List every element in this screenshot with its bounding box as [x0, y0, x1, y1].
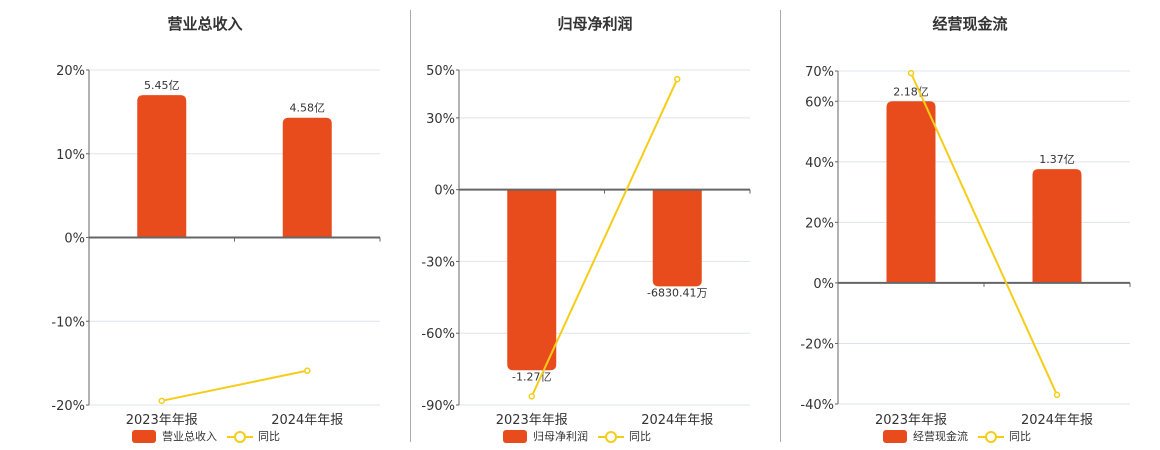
yoy-point[interactable] — [304, 367, 311, 374]
y-tick-label: 40% — [805, 156, 834, 171]
chart-legend: 营业总收入 同比 — [132, 428, 280, 444]
bar-data-label: -6830.41万 — [647, 286, 707, 299]
legend-bar-swatch[interactable] — [883, 429, 907, 443]
y-tick-label: 20% — [56, 64, 85, 79]
bar[interactable] — [886, 101, 936, 283]
legend-line-swatch-icon[interactable] — [227, 430, 253, 443]
chart-panel-revenue: 营业总收入 20% 10% 0% -10% -20% 5.45亿 4.58亿 2023年年报 2… — [0, 0, 410, 450]
x-tick-label: 2023年年报 — [126, 413, 198, 428]
panel-divider — [780, 10, 781, 442]
bar[interactable] — [652, 189, 702, 287]
legend-bar-swatch[interactable] — [132, 429, 156, 443]
y-tick-label: 0% — [434, 184, 455, 199]
bar[interactable] — [282, 117, 332, 238]
y-tick-label: -20% — [800, 337, 834, 352]
bar[interactable] — [507, 189, 557, 371]
chart-legend: 归母净利润 同比 — [503, 428, 651, 444]
y-tick-label: -40% — [800, 398, 834, 413]
y-tick-label: -60% — [421, 327, 455, 342]
chart-title: 归母净利润 — [557, 15, 633, 33]
x-tick-label: 2024年年报 — [1021, 413, 1093, 428]
y-tick-label: 0% — [64, 232, 85, 247]
yoy-point[interactable] — [674, 75, 681, 83]
x-tick-label: 2023年年报 — [875, 413, 947, 428]
chart-title: 营业总收入 — [167, 15, 243, 33]
y-tick-label: 10% — [56, 148, 85, 163]
chart-panel-net-profit: 归母净利润 50% 30% 0% -30% -60% -90% -1.27亿 -6830.41… — [410, 0, 780, 450]
bar-data-label: 1.37亿 — [1039, 153, 1075, 166]
y-tick-label: 30% — [426, 112, 455, 127]
yoy-line[interactable] — [910, 72, 1058, 396]
bar-data-label: 4.58亿 — [290, 102, 326, 115]
panel-divider — [410, 10, 411, 442]
legend-line-swatch-icon[interactable] — [978, 430, 1004, 443]
y-tick-label: -90% — [421, 399, 455, 414]
legend-bar-label[interactable]: 营业总收入 — [162, 430, 217, 443]
x-tick-label: 2023年年报 — [496, 413, 568, 428]
yoy-line[interactable] — [530, 78, 679, 397]
legend-bar-swatch[interactable] — [503, 429, 527, 443]
y-tick-label: 50% — [426, 64, 455, 79]
yoy-point[interactable] — [1053, 391, 1061, 399]
bar-data-label: 2.18亿 — [893, 85, 929, 98]
y-tick-label: -10% — [51, 315, 85, 330]
chart-plot: 50% 30% 0% -30% -60% -90% -1.27亿 -6830.41万 2023年… — [421, 64, 751, 428]
y-tick-label: -20% — [51, 399, 85, 414]
yoy-line[interactable] — [161, 369, 308, 402]
y-tick-label: 20% — [805, 216, 834, 231]
yoy-point[interactable] — [907, 69, 915, 77]
y-tick-label: 70% — [805, 65, 834, 80]
legend-line-label[interactable]: 同比 — [1009, 430, 1031, 443]
bar[interactable] — [137, 95, 187, 238]
legend-line-label[interactable]: 同比 — [258, 430, 280, 443]
legend-bar-label[interactable]: 经营现金流 — [913, 430, 968, 443]
chart-plot: 20% 10% 0% -10% -20% 5.45亿 4.58亿 2023年年报 2024年年报 — [51, 64, 381, 428]
y-tick-label: 0% — [813, 277, 834, 292]
legend-line-swatch-icon[interactable] — [598, 430, 624, 443]
chart-plot: 70% 60% 40% 20% 0% -20% -40% 2.18亿 1.37亿 2023年年报 2… — [800, 65, 1131, 428]
chart-legend: 经营现金流 同比 — [883, 428, 1031, 444]
bar-data-label: 5.45亿 — [144, 79, 180, 92]
x-tick-label: 2024年年报 — [271, 413, 343, 428]
y-tick-label: 60% — [805, 95, 834, 110]
bar[interactable] — [1032, 169, 1082, 283]
y-tick-label: -30% — [421, 255, 455, 270]
bar-data-label: -1.27亿 — [512, 370, 551, 383]
chart-panel-operating-cash-flow: 经营现金流 70% 60% 40% 20% 0% -20% -40% 2.18亿 1.37亿 20… — [780, 0, 1160, 450]
chart-title: 经营现金流 — [932, 15, 1008, 33]
yoy-point[interactable] — [158, 397, 165, 405]
yoy-point[interactable] — [528, 393, 535, 400]
legend-line-label[interactable]: 同比 — [629, 430, 651, 443]
x-tick-label: 2024年年报 — [641, 413, 713, 428]
legend-bar-label[interactable]: 归母净利润 — [533, 430, 588, 443]
